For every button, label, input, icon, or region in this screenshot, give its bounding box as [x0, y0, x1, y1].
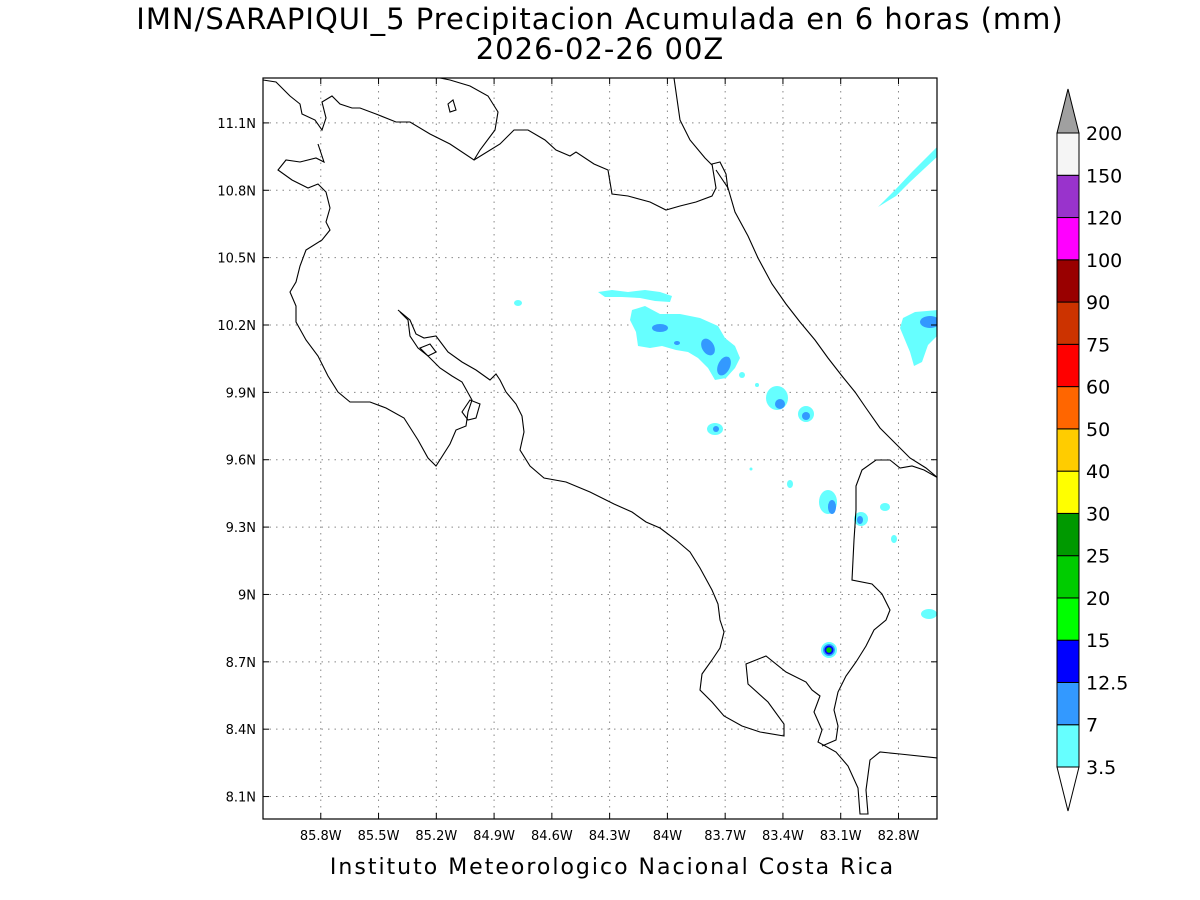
colorbar-level-label: 15 — [1086, 630, 1110, 652]
y-tick-label: 8.7N — [226, 656, 256, 671]
precip-area-cyan — [878, 147, 937, 207]
colorbar-over-arrow — [1056, 88, 1080, 134]
coastlines-borders — [263, 78, 937, 815]
colorbar-level-label: 75 — [1086, 334, 1110, 356]
precip-area-blue — [828, 500, 836, 514]
precip-area-cyan — [755, 383, 759, 387]
colorbar-swatch — [1056, 174, 1080, 219]
colorbar-level-label: 200 — [1086, 123, 1122, 145]
colorbar-swatch — [1056, 217, 1080, 261]
precip-area-blue — [652, 324, 668, 332]
colorbar-swatch — [1056, 386, 1080, 430]
precip-area-cyan — [749, 467, 753, 471]
y-tick-label: 11.1N — [217, 117, 256, 132]
colorbar-swatch — [1056, 259, 1080, 303]
precip-area-cyan — [921, 609, 937, 619]
precip-area-blue — [674, 341, 680, 345]
institution-footer: Instituto Meteorologico Nacional Costa R… — [329, 855, 896, 880]
nicaragua-costa-rica-border — [277, 143, 473, 467]
y-tick-label: 8.4N — [226, 723, 256, 738]
y-tick-label: 9N — [238, 588, 256, 603]
precip-area-blue — [717, 356, 731, 376]
colorbar-swatch — [1056, 343, 1080, 388]
x-tick-label: 84.9W — [473, 829, 515, 844]
colorbar-swatch — [1056, 301, 1080, 345]
colorbar-legend: 3.5 7 12.5 15 20 25 30 40 50 60 75 90 100 120 150 200 — [1056, 88, 1128, 812]
nicoya-gulf-coast — [397, 309, 937, 815]
precip-area-cyan — [598, 290, 672, 302]
x-tick-label: 83.4W — [762, 829, 804, 844]
x-tick-label: 84W — [653, 829, 683, 844]
x-axis: 85.8W 85.5W 85.2W 84.9W 84.6W 84.3W 84W 83.7W 83… — [300, 78, 920, 844]
colorbar-level-label: 20 — [1086, 588, 1110, 610]
colorbar-level-label: 150 — [1086, 165, 1122, 187]
caribbean-coastline — [673, 78, 937, 478]
y-tick-label: 10.5N — [217, 252, 256, 267]
y-tick-label: 9.9N — [226, 386, 256, 401]
nicoya-inner-island — [419, 343, 437, 357]
colorbar-swatch — [1056, 512, 1080, 557]
colorbar-level-label: 7 — [1086, 715, 1098, 737]
colorbar-level-label: 50 — [1086, 419, 1110, 441]
y-tick-label: 10.2N — [217, 319, 256, 334]
y-tick-label: 10.8N — [217, 184, 256, 199]
precip-area-blue — [802, 412, 810, 420]
precip-area-cyan — [787, 480, 793, 488]
colorbar-level-label: 40 — [1086, 461, 1110, 483]
nicaragua-costa-rica-border — [473, 129, 729, 211]
colorbar-swatch — [1056, 681, 1080, 726]
x-tick-label: 85.2W — [415, 829, 457, 844]
precip-area-cyan — [880, 503, 890, 511]
lat-lon-grid — [263, 78, 937, 819]
gulf-interior — [461, 399, 481, 421]
y-tick-label: 9.6N — [226, 454, 256, 469]
x-tick-label: 83.1W — [820, 829, 862, 844]
x-tick-label: 84.3W — [589, 829, 631, 844]
y-axis: 8.1N 8.4N 8.7N 9N 9.3N 9.6N 9.9N 10.2N 10.5N 10.8… — [217, 117, 937, 806]
colorbar-under-arrow — [1056, 766, 1080, 812]
precip-area-cyan — [514, 300, 522, 306]
panama-border — [821, 459, 937, 747]
colorbar-level-label: 3.5 — [1086, 757, 1116, 779]
colorbar-level-label: 60 — [1086, 377, 1110, 399]
colorbar-level-label: 25 — [1086, 546, 1110, 568]
y-tick-label: 9.3N — [226, 521, 256, 536]
x-tick-label: 82.8W — [878, 829, 920, 844]
colorbar-swatch — [1056, 428, 1080, 472]
precipitation-fields — [514, 147, 937, 658]
x-tick-label: 85.5W — [358, 829, 400, 844]
chart-subtitle-date: 2026-02-26 00Z — [475, 32, 725, 66]
colorbar-swatch — [1056, 639, 1080, 683]
x-tick-label: 84.6W — [531, 829, 573, 844]
colorbar-swatch — [1056, 597, 1080, 641]
colorbar-level-label: 100 — [1086, 250, 1122, 272]
precip-area-blue — [857, 516, 863, 524]
precip-area-cyan — [891, 535, 897, 543]
y-tick-label: 8.1N — [226, 791, 256, 806]
colorbar-swatch — [1056, 470, 1080, 514]
x-tick-label: 83.7W — [704, 829, 746, 844]
colorbar-swatch — [1056, 132, 1080, 176]
lake-island — [447, 99, 457, 113]
chart-title: IMN/SARAPIQUI_5 Precipitacion Acumulada … — [136, 2, 1064, 36]
precip-area-blue — [713, 426, 719, 432]
precip-area-blue — [701, 338, 715, 356]
colorbar-level-label: 12.5 — [1086, 672, 1128, 694]
colorbar-swatch — [1056, 724, 1080, 768]
map-frame — [262, 77, 938, 820]
colorbar-level-label: 90 — [1086, 292, 1110, 314]
colorbar-level-label: 120 — [1086, 208, 1122, 230]
x-tick-label: 85.8W — [300, 829, 342, 844]
nicaragua-lake-shore — [263, 78, 499, 161]
precip-area-cyan — [739, 372, 745, 378]
colorbar-swatch — [1056, 555, 1080, 599]
precip-area-blue — [775, 399, 785, 409]
colorbar-level-label: 30 — [1086, 503, 1110, 525]
precip-area-green — [826, 647, 832, 653]
